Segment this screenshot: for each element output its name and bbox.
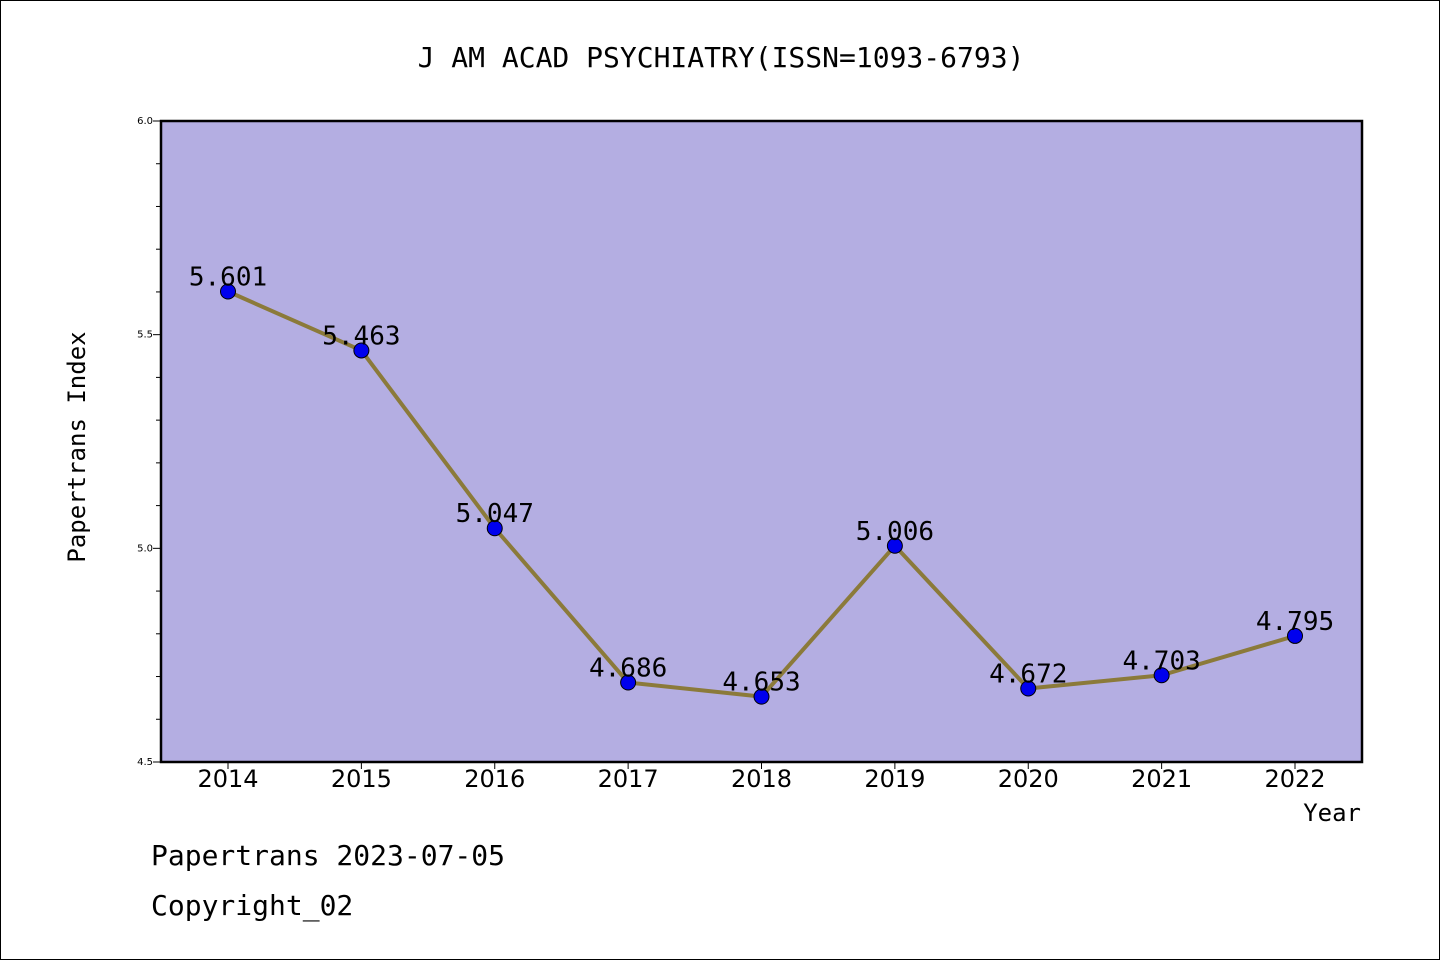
data-point — [1287, 627, 1303, 644]
x-tick-label: 2021 — [1131, 765, 1192, 793]
data-label: 4.653 — [722, 668, 800, 698]
data-point — [753, 688, 770, 705]
data-label: 4.672 — [989, 659, 1067, 689]
data-label: 5.006 — [856, 517, 934, 547]
data-point — [1153, 667, 1170, 684]
x-tick-label: 2016 — [464, 765, 525, 793]
footer-copyright: Copyright_02 — [151, 889, 353, 923]
data-point — [886, 537, 903, 554]
data-labels: 5.601 5.463 5.047 4.686 4.653 5.006 4.672 4.703… — [189, 263, 1334, 698]
x-axis: 2014 2015 2016 2017 2018 2019 2020 2021 2022 — [197, 762, 1326, 793]
y-axis: 4.5 5.0 5.5 6.0 — [137, 116, 161, 768]
x-tick-label: 2017 — [598, 765, 659, 793]
data-label: 4.703 — [1122, 646, 1200, 676]
x-tick-label: 2014 — [197, 765, 258, 793]
data-label: 4.795 — [1256, 607, 1334, 637]
data-point — [620, 674, 637, 691]
y-tick-label: 5.0 — [137, 543, 153, 554]
data-label: 5.047 — [456, 499, 534, 529]
y-tick-label: 6.0 — [137, 116, 153, 127]
x-tick-label: 2022 — [1264, 765, 1325, 793]
chart-title: J AM ACAD PSYCHIATRY(ISSN=1093-6793) — [418, 41, 1025, 74]
x-tick-label: 2015 — [331, 765, 392, 793]
data-point — [486, 520, 503, 537]
y-tick-label: 4.5 — [137, 757, 153, 768]
data-points — [220, 283, 1303, 705]
data-point — [353, 342, 370, 359]
x-tick-label: 2018 — [731, 765, 792, 793]
y-tick-label: 5.5 — [137, 330, 153, 341]
y-axis-label: Papertrans Index — [63, 331, 91, 562]
data-point — [220, 283, 236, 300]
x-tick-label: 2020 — [998, 765, 1059, 793]
data-label: 4.686 — [589, 654, 667, 684]
data-point — [1020, 680, 1037, 697]
x-axis-label: Year — [1303, 799, 1361, 827]
x-tick-label: 2019 — [864, 765, 925, 793]
footer-date: Papertrans 2023-07-05 — [151, 839, 505, 872]
data-label: 5.601 — [189, 263, 267, 293]
data-label: 5.463 — [322, 321, 400, 351]
plot-area — [159, 119, 1364, 764]
